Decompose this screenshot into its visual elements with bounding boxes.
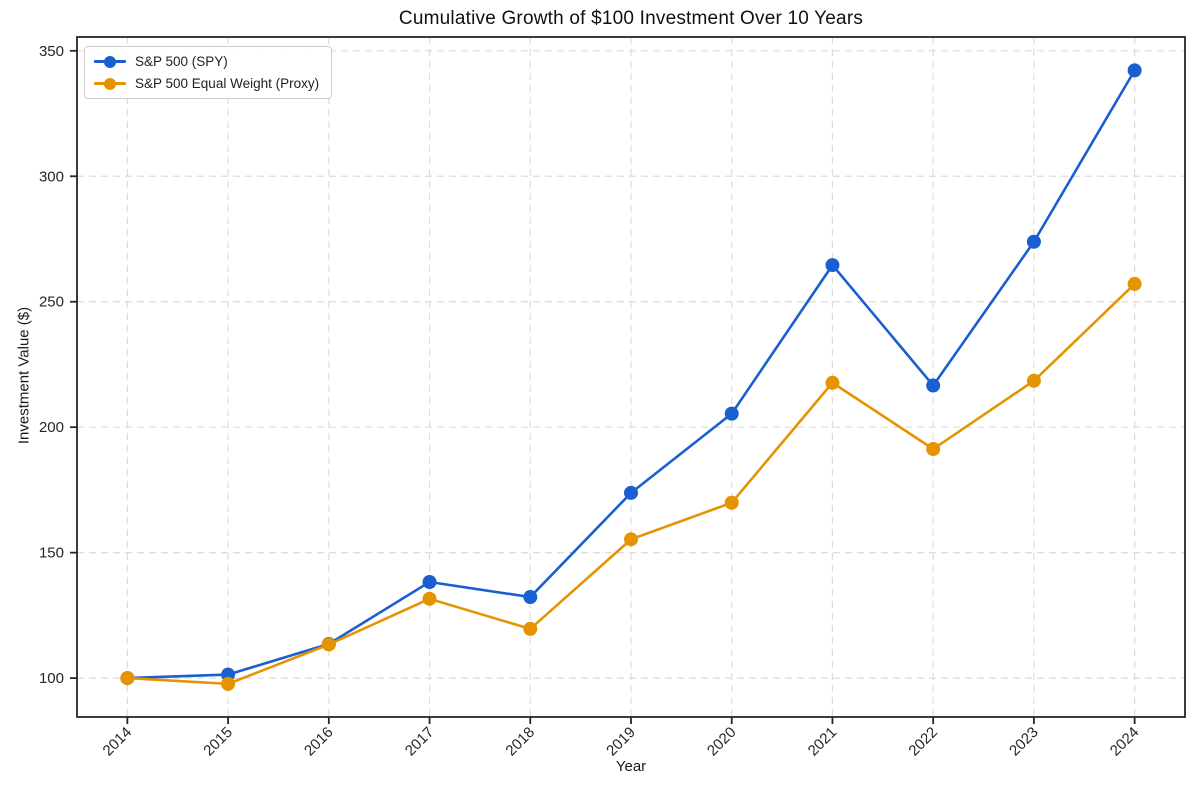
x-tick-label: 2022 <box>905 724 941 760</box>
x-tick-label: 2017 <box>402 724 438 760</box>
legend-item-spy: S&P 500 (SPY) <box>94 54 319 69</box>
series-marker-0 <box>1026 234 1041 249</box>
x-tick-label: 2021 <box>805 724 841 760</box>
chart-title: Cumulative Growth of $100 Investment Ove… <box>398 8 864 29</box>
x-tick-label: 2016 <box>301 724 337 760</box>
series-marker-1 <box>523 621 538 636</box>
x-tick-label: 2024 <box>1107 724 1143 760</box>
y-tick-label: 100 <box>39 670 64 687</box>
legend-label-equal-weight: S&P 500 Equal Weight (Proxy) <box>135 76 320 91</box>
series-marker-1 <box>1127 276 1142 291</box>
series-marker-0 <box>724 406 739 421</box>
series-marker-0 <box>624 485 638 500</box>
legend-item-equal-weight: S&P 500 Equal Weight (Proxy) <box>94 76 319 91</box>
y-tick-label: 200 <box>39 419 64 436</box>
x-tick-label: 2015 <box>200 724 236 760</box>
x-tick-label: 2018 <box>502 724 538 760</box>
legend: S&P 500 (SPY) S&P 500 Equal Weight (Prox… <box>84 46 333 99</box>
series-marker-1 <box>221 676 236 691</box>
x-axis-label: Year <box>615 758 647 775</box>
series-marker-1 <box>1026 373 1041 388</box>
legend-swatch-equal-weight-line-marker-icon <box>94 77 126 91</box>
x-tick-label: 2014 <box>100 724 136 760</box>
series-marker-1 <box>422 591 437 606</box>
series-marker-1 <box>724 495 739 510</box>
x-tick-label: 2019 <box>603 724 639 760</box>
series-marker-1 <box>825 375 840 390</box>
x-tick-label: 2023 <box>1006 724 1042 760</box>
y-tick-label: 150 <box>39 545 64 562</box>
series-marker-1 <box>926 442 941 457</box>
legend-label-spy: S&P 500 (SPY) <box>135 54 228 69</box>
series-marker-0 <box>523 590 538 605</box>
y-tick-label: 300 <box>39 168 64 185</box>
series-marker-1 <box>321 637 336 652</box>
series-marker-0 <box>422 575 437 590</box>
y-tick-label: 250 <box>39 294 64 311</box>
series-marker-0 <box>1127 63 1142 78</box>
series-marker-0 <box>825 258 840 273</box>
series-marker-1 <box>624 532 638 547</box>
x-tick-label: 2020 <box>704 724 740 760</box>
series-marker-0 <box>926 378 941 393</box>
legend-swatch-spy-line-marker-icon <box>94 55 126 69</box>
y-tick-label: 350 <box>39 43 64 60</box>
series-marker-1 <box>120 671 135 686</box>
